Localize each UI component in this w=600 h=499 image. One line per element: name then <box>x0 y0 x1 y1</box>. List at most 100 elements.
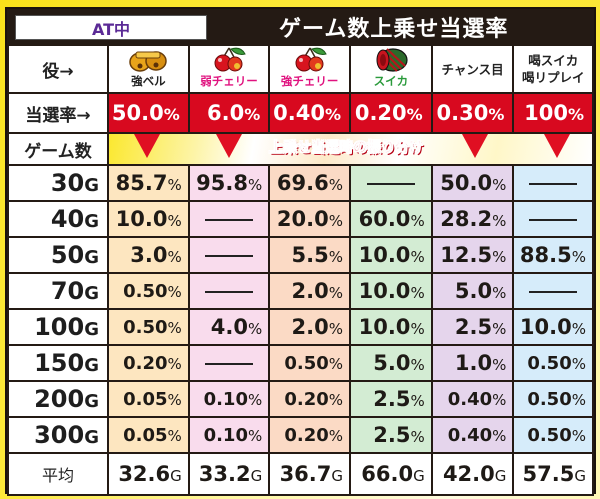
average-row: 平均 32.6G 33.2G 36.7G 66.0G 42.0G 57.5G <box>7 452 594 496</box>
dash-icon <box>529 219 578 221</box>
value-cell: 50.0% <box>430 164 515 202</box>
rate-cell: 6.0% <box>187 92 271 134</box>
role-strong-bell: 強ベル <box>107 44 190 94</box>
table-row: 300G 0.05% 0.10% 0.20% 2.5% 0.40% 0.50% <box>7 416 594 454</box>
table-row: 150G 0.20% 0.50% 5.0% 1.0% 0.50% <box>7 344 594 382</box>
average-label: 平均 <box>7 452 109 496</box>
value-cell: 0.40% <box>430 380 515 418</box>
bell-icon <box>110 47 187 72</box>
value-cell: 20.0% <box>268 200 352 238</box>
games-label: 300G <box>7 416 109 454</box>
dash-icon <box>529 291 578 293</box>
distribution-caption: 上乗せ当選時の振り分け <box>269 140 424 157</box>
rate-cell: 100% <box>512 92 594 134</box>
down-arrow-icon <box>462 135 488 158</box>
average-cell: 33.2G <box>187 452 271 496</box>
role-label: チャンス目 <box>441 61 504 77</box>
role-katsu: 喝スイカ 喝リプレイ <box>512 44 594 94</box>
average-cell: 57.5G <box>512 452 594 496</box>
value-cell: 0.05% <box>107 416 190 454</box>
mode-label: AT中 <box>15 15 207 40</box>
value-cell-empty <box>187 272 271 310</box>
value-cell: 5.5% <box>268 236 352 274</box>
value-cell: 0.40% <box>430 416 515 454</box>
role-label-line2: 喝リプレイ <box>521 70 585 85</box>
value-cell: 95.8% <box>187 164 271 202</box>
role-label: 強チェリー <box>280 74 339 88</box>
average-cell: 36.7G <box>268 452 352 496</box>
role-weak-cherry: 弱チェリー <box>187 44 271 94</box>
role-label: 弱チェリー <box>200 74 258 88</box>
game-count-header-row: ゲーム数 上乗せ当選時の振り分け <box>7 132 594 166</box>
games-label: 50G <box>7 236 109 274</box>
value-cell: 69.6% <box>268 164 352 202</box>
value-cell: 1.0% <box>430 344 515 382</box>
value-cell: 88.5% <box>512 236 594 274</box>
rate-row: 当選率→ 50.0% 6.0% 0.40% 0.20% 0.30% 100% <box>7 92 594 134</box>
dash-icon <box>366 183 415 185</box>
value-cell: 4.0% <box>187 308 271 346</box>
value-cell: 2.5% <box>349 380 433 418</box>
value-cell: 28.2% <box>430 200 515 238</box>
dash-icon <box>529 183 578 185</box>
value-cell: 85.7% <box>107 164 190 202</box>
cherry-icon <box>271 47 348 72</box>
page-title: ゲーム数上乗せ当選率 <box>279 17 509 42</box>
value-cell-empty <box>187 200 271 238</box>
value-cell: 10.0% <box>349 236 433 274</box>
dash-icon <box>205 219 253 221</box>
rate-cell: 0.30% <box>430 92 515 134</box>
value-cell: 2.5% <box>430 308 515 346</box>
table-row: 200G 0.05% 0.10% 0.20% 2.5% 0.40% 0.50% <box>7 380 594 418</box>
value-cell: 5.0% <box>349 344 433 382</box>
down-arrow-icon <box>544 135 570 158</box>
value-cell: 0.20% <box>107 344 190 382</box>
value-cell: 0.20% <box>268 380 352 418</box>
games-label: 30G <box>7 164 109 202</box>
value-cell-empty <box>512 164 594 202</box>
value-cell-empty <box>512 200 594 238</box>
value-cell: 3.0% <box>107 236 190 274</box>
rate-cell: 0.40% <box>268 92 352 134</box>
dash-icon <box>205 291 253 293</box>
dash-icon <box>205 255 253 257</box>
role-label-line1: 喝スイカ <box>528 53 579 68</box>
role-chance-eye: チャンス目 <box>430 44 515 94</box>
game-count-label: ゲーム数 <box>7 132 109 166</box>
cherry-icon <box>191 47 267 72</box>
value-cell: 0.10% <box>187 380 271 418</box>
game-count-table: 役→ 強ベル 弱チェリー 強チェリー <box>7 44 594 496</box>
role-header-row: 役→ 強ベル 弱チェリー 強チェリー <box>7 44 594 94</box>
rate-cell: 0.20% <box>349 92 433 134</box>
value-cell: 0.20% <box>268 416 352 454</box>
value-cell: 2.0% <box>268 272 352 310</box>
table-row: 30G 85.7% 95.8% 69.6% 50.0% <box>7 164 594 202</box>
value-cell: 60.0% <box>349 200 433 238</box>
table-row: 40G 10.0% 20.0% 60.0% 28.2% <box>7 200 594 238</box>
role-strong-cherry: 強チェリー <box>268 44 352 94</box>
down-arrow-icon <box>134 135 160 158</box>
rate-row-label: 当選率→ <box>7 92 109 134</box>
value-cell: 12.5% <box>430 236 515 274</box>
value-cell: 2.0% <box>268 308 352 346</box>
role-watermelon: スイカ <box>349 44 433 94</box>
role-row-label: 役→ <box>7 44 109 94</box>
average-cell: 32.6G <box>107 452 190 496</box>
role-label: 強ベル <box>131 74 166 88</box>
games-label: 150G <box>7 344 109 382</box>
value-cell-empty <box>187 236 271 274</box>
games-label: 100G <box>7 308 109 346</box>
value-cell: 0.50% <box>268 344 352 382</box>
value-cell-empty <box>349 164 433 202</box>
value-cell: 0.50% <box>107 272 190 310</box>
table-row: 50G 3.0% 5.5% 10.0% 12.5% 88.5% <box>7 236 594 274</box>
value-cell: 0.50% <box>512 416 594 454</box>
value-cell: 10.0% <box>107 200 190 238</box>
watermelon-icon <box>352 47 430 72</box>
value-cell: 0.50% <box>512 344 594 382</box>
value-cell: 0.50% <box>107 308 190 346</box>
role-label: スイカ <box>373 74 409 88</box>
games-label: 200G <box>7 380 109 418</box>
games-label: 40G <box>7 200 109 238</box>
value-cell: 0.10% <box>187 416 271 454</box>
